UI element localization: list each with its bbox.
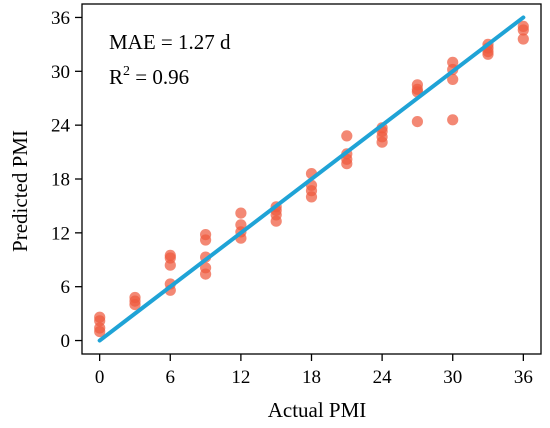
- r2-prefix: R: [109, 65, 123, 89]
- data-point: [447, 73, 459, 85]
- x-tick-label: 12: [231, 367, 250, 388]
- data-point: [517, 20, 529, 32]
- data-point: [129, 291, 141, 304]
- data-point: [164, 249, 176, 261]
- x-axis-label: Actual PMI: [268, 398, 367, 422]
- data-point: [200, 229, 212, 241]
- x-tick-label: 18: [302, 367, 321, 388]
- y-tick-label: 18: [51, 170, 70, 191]
- r2-superscript: 2: [123, 64, 130, 79]
- x-tick-label: 0: [95, 367, 105, 388]
- data-point: [447, 114, 459, 126]
- x-tick-label: 30: [443, 367, 462, 388]
- y-axis-label: Predicted PMI: [8, 130, 32, 252]
- y-tick-label: 6: [61, 277, 71, 298]
- data-point: [411, 79, 423, 91]
- data-point: [517, 33, 529, 45]
- y-tick-label: 12: [51, 223, 70, 244]
- data-point: [447, 56, 459, 68]
- y-tick-label: 36: [51, 8, 70, 29]
- mae-annotation: MAE = 1.27 d: [109, 30, 231, 54]
- fit-line: [97, 15, 526, 343]
- r2-value: = 0.96: [130, 65, 189, 89]
- data-point: [341, 130, 353, 142]
- y-tick-label: 24: [51, 116, 71, 137]
- data-point: [235, 219, 247, 231]
- data-point: [235, 207, 247, 219]
- x-tick-label: 24: [373, 367, 393, 388]
- r2-annotation: R2 = 0.96: [109, 64, 189, 89]
- axes-layer: 0 6 12 18 24 30 36 0 6 12 18 24 30 36: [51, 3, 542, 388]
- data-point: [200, 262, 212, 274]
- x-tick-label: 36: [514, 367, 533, 388]
- y-tick-label: 30: [51, 62, 70, 83]
- data-point: [411, 116, 423, 128]
- y-tick-label: 0: [61, 331, 71, 352]
- data-point: [94, 311, 106, 323]
- x-tick-label: 6: [166, 367, 176, 388]
